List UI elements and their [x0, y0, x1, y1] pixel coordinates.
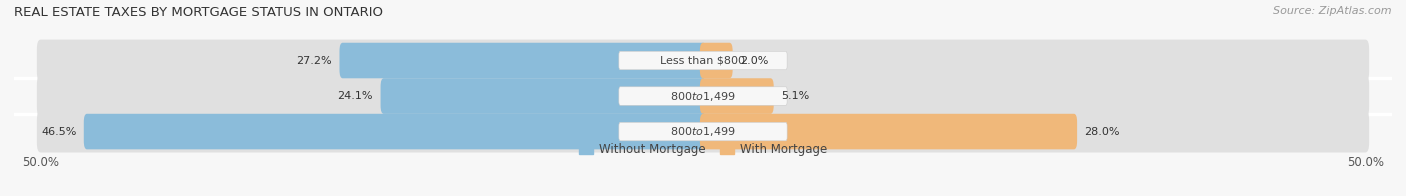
FancyBboxPatch shape — [37, 111, 1369, 152]
Text: Less than $800: Less than $800 — [661, 55, 745, 65]
Legend: Without Mortgage, With Mortgage: Without Mortgage, With Mortgage — [574, 138, 832, 161]
Text: 5.1%: 5.1% — [782, 91, 810, 101]
Text: 2.0%: 2.0% — [740, 55, 769, 65]
FancyBboxPatch shape — [37, 40, 1369, 82]
Text: Source: ZipAtlas.com: Source: ZipAtlas.com — [1274, 6, 1392, 16]
Text: 24.1%: 24.1% — [337, 91, 373, 101]
Text: $800 to $1,499: $800 to $1,499 — [671, 90, 735, 103]
Text: REAL ESTATE TAXES BY MORTGAGE STATUS IN ONTARIO: REAL ESTATE TAXES BY MORTGAGE STATUS IN … — [14, 6, 382, 19]
Text: 27.2%: 27.2% — [297, 55, 332, 65]
FancyBboxPatch shape — [619, 87, 787, 105]
Text: 28.0%: 28.0% — [1084, 127, 1121, 137]
FancyBboxPatch shape — [700, 43, 733, 78]
FancyBboxPatch shape — [700, 114, 1077, 149]
FancyBboxPatch shape — [381, 78, 706, 114]
FancyBboxPatch shape — [84, 114, 706, 149]
FancyBboxPatch shape — [619, 122, 787, 141]
FancyBboxPatch shape — [339, 43, 706, 78]
FancyBboxPatch shape — [619, 51, 787, 70]
FancyBboxPatch shape — [700, 78, 773, 114]
FancyBboxPatch shape — [37, 75, 1369, 117]
Text: $800 to $1,499: $800 to $1,499 — [671, 125, 735, 138]
Text: 46.5%: 46.5% — [41, 127, 76, 137]
